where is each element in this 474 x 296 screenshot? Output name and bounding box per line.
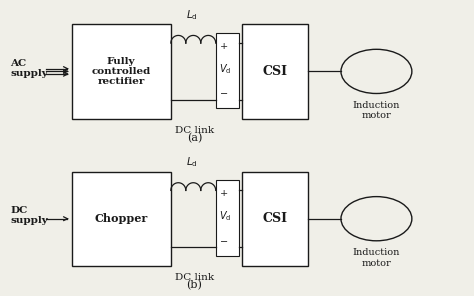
- Text: +: +: [220, 189, 228, 198]
- Text: CSI: CSI: [262, 212, 287, 225]
- Text: $L_\mathrm{d}$: $L_\mathrm{d}$: [186, 8, 198, 22]
- Text: $L_\mathrm{d}$: $L_\mathrm{d}$: [186, 156, 198, 170]
- Text: −: −: [220, 90, 228, 99]
- Bar: [216, 33, 239, 108]
- Text: CSI: CSI: [262, 65, 287, 78]
- Bar: [72, 172, 171, 266]
- Bar: [242, 172, 308, 266]
- Bar: [216, 180, 239, 255]
- Text: Fully
controlled
rectifier: Fully controlled rectifier: [91, 57, 151, 86]
- Text: −: −: [220, 237, 228, 247]
- Bar: [242, 24, 308, 118]
- Text: +: +: [220, 42, 228, 51]
- Bar: [72, 24, 171, 118]
- Text: DC link: DC link: [175, 273, 214, 282]
- Text: $V_\mathrm{d}$: $V_\mathrm{d}$: [219, 210, 231, 223]
- Text: DC link: DC link: [175, 126, 214, 135]
- Text: AC
supply: AC supply: [10, 59, 48, 78]
- Text: Induction
motor: Induction motor: [353, 248, 400, 268]
- Text: $V_\mathrm{d}$: $V_\mathrm{d}$: [219, 62, 231, 76]
- Text: Chopper: Chopper: [95, 213, 148, 224]
- Text: (a): (a): [187, 133, 202, 143]
- Text: (b): (b): [187, 280, 202, 290]
- Text: Induction
motor: Induction motor: [353, 101, 400, 120]
- Text: DC
supply: DC supply: [10, 206, 48, 226]
